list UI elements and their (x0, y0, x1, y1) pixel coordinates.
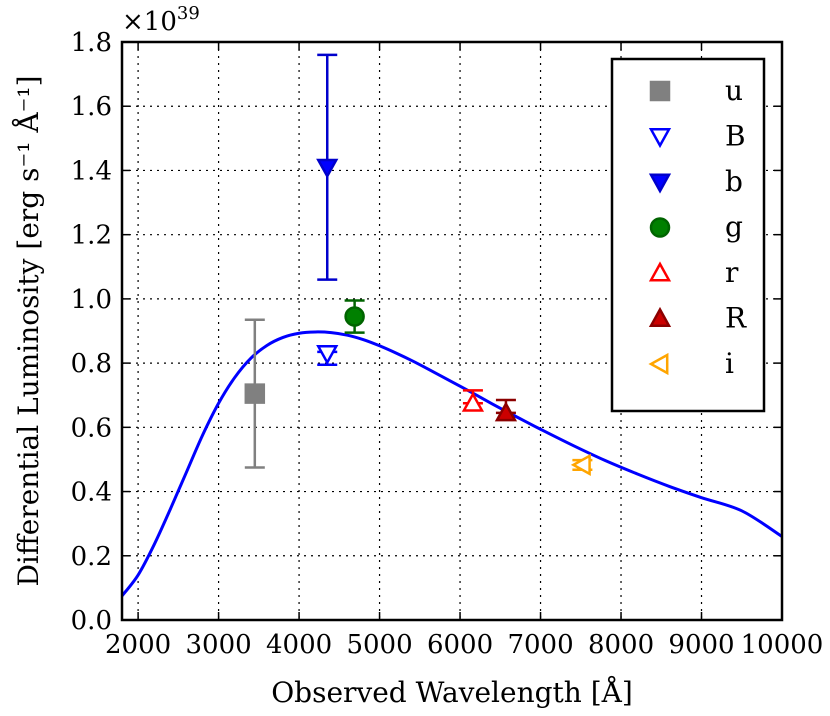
x-tick-label: 7000 (507, 630, 573, 660)
legend-item-B: B (648, 120, 746, 153)
y-tick-label: 1.8 (71, 28, 112, 58)
legend-marker (648, 173, 672, 194)
series-R (494, 398, 518, 422)
legend-label: u (725, 74, 743, 107)
legend-label: g (725, 211, 743, 244)
x-axis-label: Observed Wavelength [Å] (271, 676, 633, 709)
series-u (244, 318, 266, 469)
y-tick-label: 0.4 (71, 478, 112, 508)
x-tick-label: 8000 (588, 630, 654, 660)
y-tick-label: 1.2 (71, 221, 112, 251)
y-tick-label: 0.8 (71, 349, 112, 379)
model-curve (122, 330, 782, 597)
legend-item-b: b (648, 165, 743, 198)
legend-label: b (725, 165, 743, 198)
legend-label: R (725, 302, 747, 335)
data-point-g (344, 306, 365, 327)
x-tick-label: 3000 (185, 630, 251, 660)
legend-item-i: i (648, 347, 734, 380)
legend-label: B (725, 120, 746, 153)
data-points-layer (244, 53, 593, 477)
data-point-i (570, 453, 591, 477)
x-tick-label: 2000 (105, 630, 171, 660)
axis-ticks: 2000 3000 4000 5000 6000 7000 8000 9000 10000 0.0… (71, 28, 824, 660)
legend-marker (648, 128, 672, 149)
data-point-b (316, 158, 339, 179)
y-tick-label: 1.0 (71, 285, 112, 315)
data-point-B (316, 345, 339, 366)
legend-item-u: u (649, 74, 743, 107)
y-tick-label: 0.2 (71, 542, 112, 572)
legend-item-g: g (649, 211, 743, 244)
x-tick-label: 4000 (266, 630, 332, 660)
series-r (461, 389, 485, 412)
legend-marker (649, 80, 671, 102)
model-curve-layer (122, 330, 782, 597)
data-point-u (244, 383, 266, 404)
legend-marker (648, 261, 672, 282)
series-i (570, 453, 593, 477)
y-tick-label: 0.0 (71, 606, 112, 636)
plot-frame (120, 40, 784, 622)
y-axis-multiplier: ×1039 (122, 3, 200, 37)
series-g (344, 299, 365, 334)
series-B (316, 345, 339, 366)
x-tick-label: 6000 (427, 630, 493, 660)
legend-marker (648, 352, 669, 376)
legend-item-r: r (648, 256, 739, 289)
series-b (316, 53, 339, 281)
legend-item-R: R (648, 302, 747, 335)
x-tick-label: 5000 (346, 630, 412, 660)
y-axis-label: Differential Luminosity [erg s⁻¹ Å⁻¹] (12, 75, 45, 586)
legend-label: i (725, 347, 734, 380)
legend-marker (648, 306, 672, 327)
y-tick-label: 1.4 (71, 156, 112, 186)
legend-label: r (725, 256, 739, 289)
data-point-r (461, 391, 485, 412)
x-tick-label: 9000 (668, 630, 734, 660)
legend-marker (649, 217, 671, 238)
data-point-R (494, 401, 518, 422)
y-tick-label: 1.6 (71, 92, 112, 122)
x-tick-label: 10000 (741, 630, 824, 660)
y-tick-label: 0.6 (71, 413, 112, 443)
legend-box (610, 57, 766, 413)
